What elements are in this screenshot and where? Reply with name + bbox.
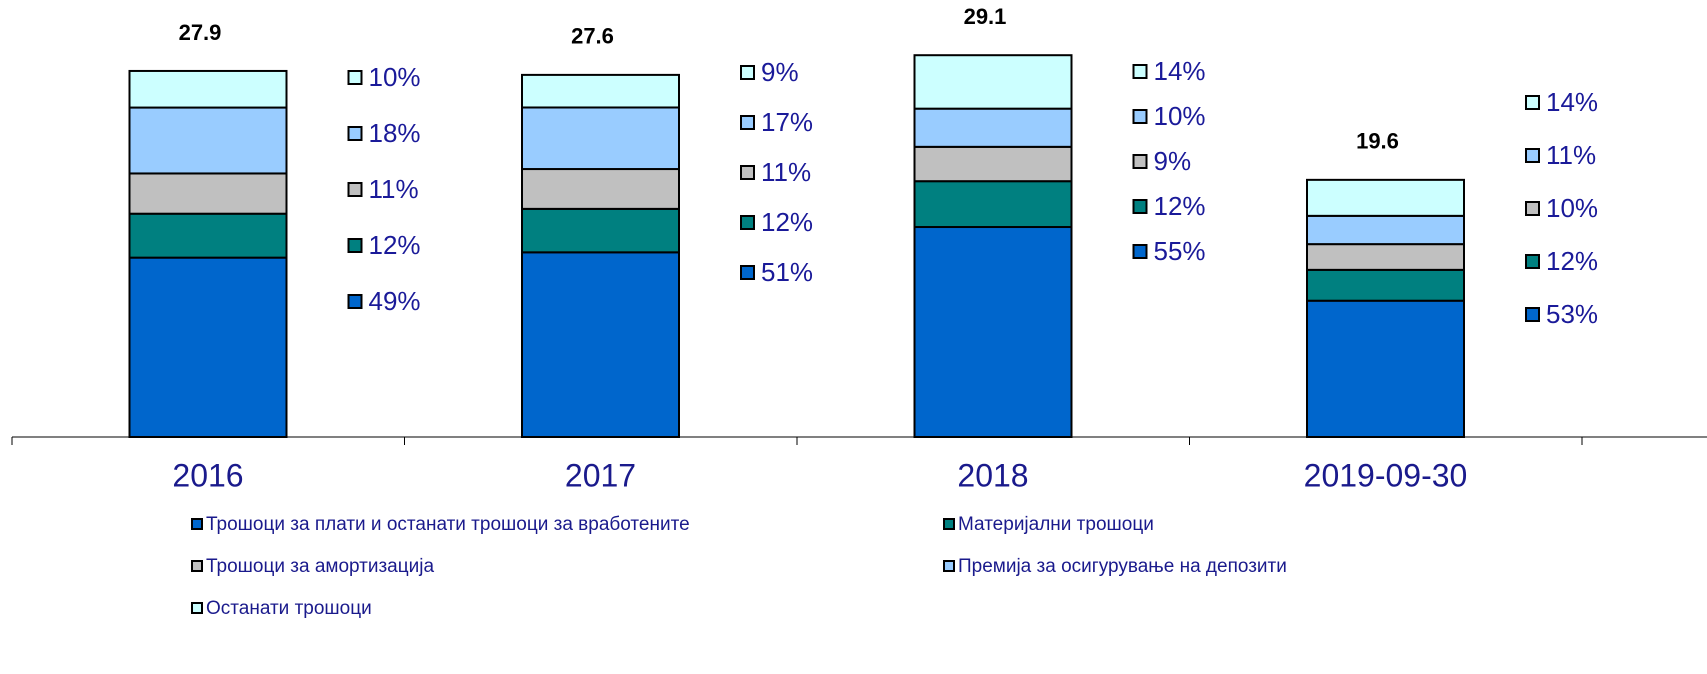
- x-tick-label: 2018: [957, 457, 1028, 493]
- value-label: 17%: [761, 107, 813, 137]
- value-label: 10%: [1154, 101, 1206, 131]
- bar-segment: [521, 73, 680, 109]
- bar-segment: [128, 256, 288, 438]
- bar-segment: [1306, 299, 1465, 438]
- bar-segment: [913, 54, 1073, 110]
- label-marker: [347, 182, 363, 197]
- label-marker: [740, 215, 755, 230]
- bar-segment: [521, 168, 680, 210]
- value-label: 9%: [761, 57, 799, 87]
- value-label: 12%: [761, 207, 813, 237]
- value-label: 51%: [761, 257, 813, 287]
- bar-segment: [128, 106, 288, 175]
- label-marker: [740, 115, 755, 130]
- x-tick-label: 2017: [565, 457, 636, 493]
- total-label: 19.6: [1356, 129, 1399, 154]
- label-marker: [740, 165, 755, 180]
- bar-segment: [1306, 178, 1465, 217]
- label-marker: [1525, 307, 1540, 322]
- value-label: 11%: [369, 174, 419, 204]
- x-tick-label: 2016: [172, 457, 243, 493]
- legend-marker: [943, 518, 955, 530]
- value-label: 14%: [1154, 56, 1206, 86]
- legend-label: Останати трошоци: [206, 598, 372, 619]
- legend-marker: [191, 602, 203, 614]
- bar-segment: [1306, 268, 1465, 302]
- bar-segment: [128, 212, 288, 259]
- label-marker: [347, 238, 363, 253]
- total-label: 29.1: [964, 4, 1007, 29]
- label-marker: [347, 294, 363, 309]
- value-label: 10%: [1546, 193, 1598, 223]
- label-marker: [1525, 254, 1540, 269]
- bar-segment: [1306, 243, 1465, 271]
- legend-marker: [943, 560, 955, 572]
- value-label: 55%: [1154, 236, 1206, 266]
- label-marker: [1132, 199, 1148, 214]
- value-label: 49%: [369, 286, 421, 316]
- label-marker: [740, 265, 755, 280]
- bar-segment: [1306, 214, 1465, 246]
- value-label: 12%: [369, 230, 421, 260]
- legend-label: Премија за осигурување на депозити: [958, 556, 1287, 577]
- legend-marker: [191, 560, 203, 572]
- value-label: 9%: [1154, 146, 1192, 176]
- total-label: 27.9: [179, 20, 222, 45]
- value-label: 11%: [761, 157, 811, 187]
- x-tick-label: 2019-09-30: [1304, 457, 1468, 493]
- label-marker: [1525, 148, 1540, 163]
- bar-segment: [128, 172, 288, 215]
- legend-label: Трошоци за амортизација: [206, 556, 434, 577]
- value-label: 18%: [369, 118, 421, 148]
- value-label: 11%: [1546, 140, 1596, 170]
- value-label: 12%: [1546, 246, 1598, 276]
- label-marker: [1132, 154, 1148, 169]
- label-marker: [347, 70, 363, 85]
- bar-segment: [913, 226, 1073, 438]
- legend-marker: [191, 518, 203, 530]
- bar-segment: [913, 145, 1073, 183]
- bar-segment: [521, 251, 680, 438]
- label-marker: [1132, 64, 1148, 79]
- bar-segment: [128, 69, 288, 109]
- label-marker: [1525, 95, 1540, 110]
- bar-segment: [521, 106, 680, 171]
- bar-segment: [913, 180, 1073, 229]
- label-marker: [1132, 109, 1148, 124]
- label-marker: [1132, 244, 1148, 259]
- value-label: 14%: [1546, 87, 1598, 117]
- label-marker: [740, 65, 755, 80]
- bar-segment: [521, 207, 680, 254]
- legend-label: Трошоци за плати и останати трошоци за в…: [206, 514, 690, 535]
- value-label: 10%: [369, 62, 421, 92]
- value-label: 12%: [1154, 191, 1206, 221]
- value-label: 53%: [1546, 299, 1598, 329]
- legend-label: Материјални трошоци: [958, 514, 1154, 535]
- label-marker: [1525, 201, 1540, 216]
- total-label: 27.6: [571, 24, 614, 49]
- label-marker: [347, 126, 363, 141]
- bar-segment: [913, 107, 1073, 148]
